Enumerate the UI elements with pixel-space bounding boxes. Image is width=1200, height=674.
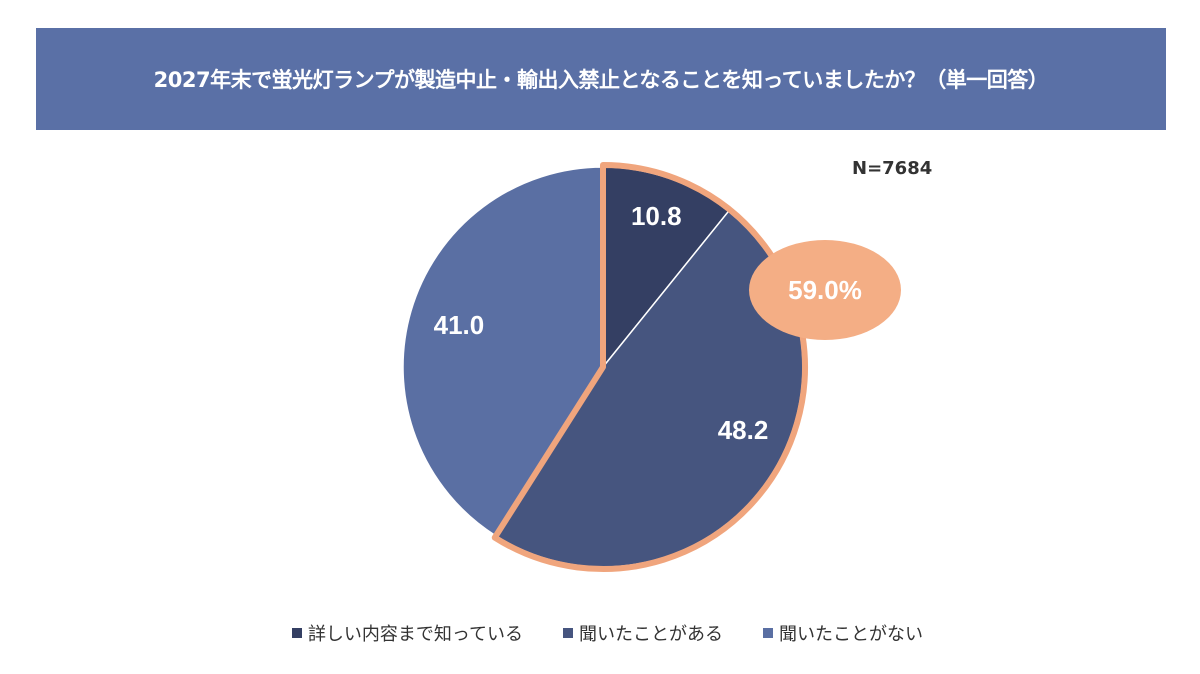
chart-title: 2027年末で蛍光灯ランプが製造中止・輸出入禁止となることを知っていましたか？（… <box>153 68 1049 92</box>
legend-label: 聞いたことがない <box>779 624 924 645</box>
legend-item: 聞いたことがない <box>763 620 923 646</box>
sample-size-label: N=7684 <box>852 158 933 179</box>
legend-swatch <box>763 628 774 638</box>
highlight-callout <box>749 240 901 340</box>
data-label: 48.2 <box>718 415 769 445</box>
highlight-outline <box>491 162 808 572</box>
legend: 詳しい内容まで知っている 聞いたことがある 聞いたことがない <box>0 620 1200 646</box>
legend-label: 聞いたことがある <box>579 624 724 645</box>
legend-item: 詳しい内容まで知っている <box>291 620 524 646</box>
title-bar: 2027年末で蛍光灯ランプが製造中止・輸出入禁止となることを知っていましたか？（… <box>36 28 1166 130</box>
data-label: 41.0 <box>434 310 485 340</box>
data-label: 10.8 <box>631 201 682 231</box>
legend-item: 聞いたことがある <box>563 620 723 646</box>
legend-swatch <box>563 628 574 638</box>
legend-label: 詳しい内容まで知っている <box>307 624 524 645</box>
legend-swatch <box>291 628 302 638</box>
highlight-label: 59.0% <box>788 275 862 305</box>
